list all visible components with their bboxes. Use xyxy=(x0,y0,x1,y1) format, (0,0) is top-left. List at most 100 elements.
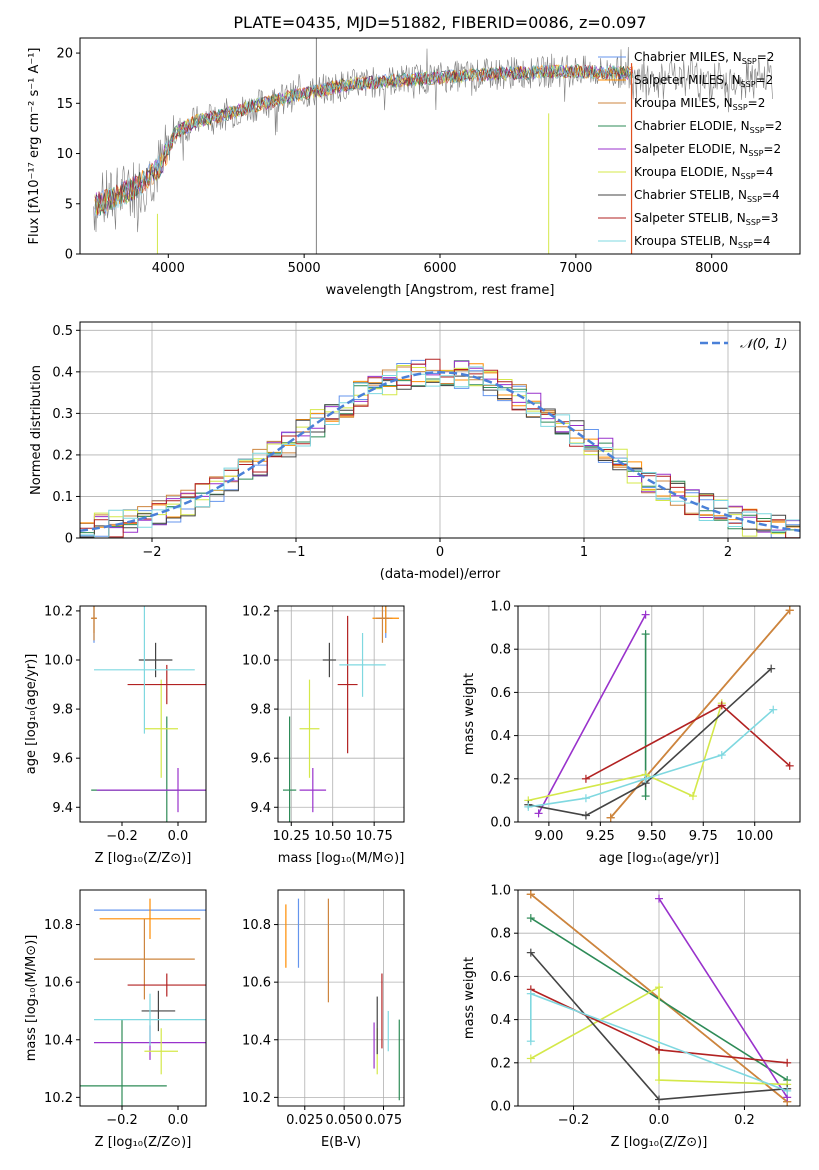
legend-nssp: =4 xyxy=(762,188,780,202)
x-tick-label: 8000 xyxy=(695,261,728,276)
x-tick-label: 0.075 xyxy=(365,1113,402,1128)
legend-nssp: =2 xyxy=(756,73,774,87)
histogram-series-8 xyxy=(80,366,800,538)
weight-series-5 xyxy=(528,702,723,802)
x-tick-label: 6000 xyxy=(423,261,456,276)
x-tick-label: 2 xyxy=(724,545,732,560)
legend-entry: Salpeter STELIB, NSSP=3 xyxy=(634,211,778,227)
legend-nssp: =3 xyxy=(761,211,779,225)
z-mass-axes: −0.2 0.0 10.2 10.4 10.6 10.8 Z [log₁₀(Z/Z⊙)] ma… xyxy=(24,918,191,1150)
histogram-bars xyxy=(80,358,800,538)
mass-age-frame xyxy=(277,605,405,823)
y-tick-label: 0 xyxy=(65,532,73,547)
model-spectrum-5 xyxy=(94,64,634,215)
weight-series-7 xyxy=(585,704,791,780)
y-tick-label: 9.8 xyxy=(250,703,271,718)
y-tick-label: 0 xyxy=(65,248,73,263)
y-tick-label: 1.0 xyxy=(490,884,511,899)
x-axis-label: Z [log₁₀(Z/Z⊙)] xyxy=(611,1135,708,1150)
model-spectrum-3 xyxy=(94,63,634,216)
legend-subscript: SSP xyxy=(748,149,763,158)
y-tick-label: 10.2 xyxy=(242,1091,271,1106)
z-age-errorbars xyxy=(91,606,206,822)
legend-nssp: =4 xyxy=(753,234,771,248)
y-tick-label: 10.4 xyxy=(44,1033,73,1048)
legend-entry: Kroupa STELIB, NSSP=4 xyxy=(634,234,771,250)
legend-subscript: SSP xyxy=(747,195,762,204)
y-tick-label: 9.6 xyxy=(250,752,271,767)
y-tick-label: 0.4 xyxy=(490,1013,511,1028)
legend-entry: Kroupa ELODIE, NSSP=4 xyxy=(634,165,773,181)
z-weight-axes: −0.2 0.0 0.2 0.0 0.2 0.4 0.6 0.8 1.0 Z [log₁₀(Z/Z… xyxy=(462,884,800,1150)
mass-age-errorbars xyxy=(282,606,400,822)
legend-entry: Salpeter MILES, NSSP=2 xyxy=(634,73,773,89)
x-axis-label: mass [log₁₀(M/M⊙)] xyxy=(278,851,405,866)
spectrum-axes: 4000 5000 6000 7000 8000 0 5 10 15 20 wavelength [… xyxy=(27,47,728,298)
legend-nssp: =2 xyxy=(765,119,783,133)
x-axis-label: age [log₁₀(age/yr)] xyxy=(599,851,720,866)
ebv-mass-axes: 0.025 0.050 0.075 10.2 10.4 10.6 10.8 E(B-V) xyxy=(242,890,404,1150)
residuals-axes: −2 −1 0 1 2 0 0.1 0.2 0.3 0.4 0.5 (data-model)/erro… xyxy=(29,322,800,582)
y-axis-label: Flux [fλ10⁻¹⁷ erg cm⁻² s⁻¹ A⁻¹] xyxy=(27,48,42,245)
y-tick-label: 0.2 xyxy=(490,772,511,787)
legend-series-name: Salpeter MILES, N xyxy=(634,73,741,87)
legend-series-name: Chabrier ELODIE, N xyxy=(634,119,750,133)
legend-series-name: Chabrier STELIB, N xyxy=(634,188,747,202)
z-age-axes: −0.2 0.0 9.4 9.6 9.8 10.0 10.2 Z [log₁₀(Z/Z⊙)] a… xyxy=(24,604,191,866)
legend-subscript: SSP xyxy=(738,241,753,250)
y-tick-label: 0.2 xyxy=(490,1056,511,1071)
y-tick-label: 1.0 xyxy=(490,600,511,615)
y-axis-label: mass weight xyxy=(462,673,477,755)
x-tick-label: −0.2 xyxy=(106,1113,138,1128)
y-tick-label: 0.0 xyxy=(490,816,511,831)
y-tick-label: 0.8 xyxy=(490,927,511,942)
y-axis-label: Normed distribution xyxy=(29,365,44,495)
legend-subscript: SSP xyxy=(746,218,761,227)
figure-title: PLATE=0435, MJD=51882, FIBERID=0086, z=0… xyxy=(233,13,646,32)
x-tick-label: 0.0 xyxy=(168,1113,189,1128)
x-tick-label: 0.050 xyxy=(326,1113,363,1128)
y-tick-label: 10.2 xyxy=(44,1091,73,1106)
legend-subscript: SSP xyxy=(742,57,757,66)
model-spectrum-7 xyxy=(94,64,634,216)
weight-series-6 xyxy=(528,668,772,817)
age-weight-lines xyxy=(524,606,794,822)
y-tick-label: 0.0 xyxy=(490,1100,511,1115)
x-tick-label: 9.50 xyxy=(637,829,666,844)
y-tick-label: 10 xyxy=(56,147,73,162)
y-tick-label: 15 xyxy=(56,97,73,112)
z-mass-frame xyxy=(79,889,207,1107)
legend-entry: 𝒩(0, 1) xyxy=(740,337,787,352)
x-tick-label: 1 xyxy=(580,545,588,560)
y-tick-label: 10.6 xyxy=(242,976,271,991)
legend-entry: Chabrier MILES, NSSP=2 xyxy=(634,50,774,66)
y-tick-label: 0.3 xyxy=(52,407,73,422)
x-tick-label: 9.00 xyxy=(534,829,563,844)
y-tick-label: 10.4 xyxy=(242,1033,271,1048)
x-tick-label: 0 xyxy=(436,545,444,560)
x-tick-label: 9.75 xyxy=(689,829,718,844)
x-axis-label: wavelength [Angstrom, rest frame] xyxy=(326,283,555,298)
legend-subscript: SSP xyxy=(733,103,748,112)
y-tick-label: 10.2 xyxy=(44,604,73,619)
y-tick-label: 0.4 xyxy=(490,729,511,744)
legend-nssp: =4 xyxy=(756,165,774,179)
y-tick-label: 5 xyxy=(65,197,73,212)
residuals-frame xyxy=(79,321,801,539)
x-tick-label: −0.2 xyxy=(558,1113,590,1128)
y-axis-label: age [log₁₀(age/yr)] xyxy=(24,654,39,775)
legend-entry: Chabrier ELODIE, NSSP=2 xyxy=(634,119,782,135)
x-tick-label: 5000 xyxy=(288,261,321,276)
legend-series-name: Kroupa STELIB, N xyxy=(634,234,738,248)
y-tick-label: 9.8 xyxy=(52,703,73,718)
x-tick-label: 0.0 xyxy=(649,1113,670,1128)
y-tick-label: 10.8 xyxy=(242,918,271,933)
y-tick-label: 10.6 xyxy=(44,976,73,991)
y-tick-label: 0.4 xyxy=(52,365,73,380)
age-weight-frame xyxy=(517,605,801,823)
weight-series-4 xyxy=(658,898,788,1098)
x-tick-label: 7000 xyxy=(559,261,592,276)
x-tick-label: 0.2 xyxy=(734,1113,755,1128)
legend-nssp: =2 xyxy=(748,96,766,110)
